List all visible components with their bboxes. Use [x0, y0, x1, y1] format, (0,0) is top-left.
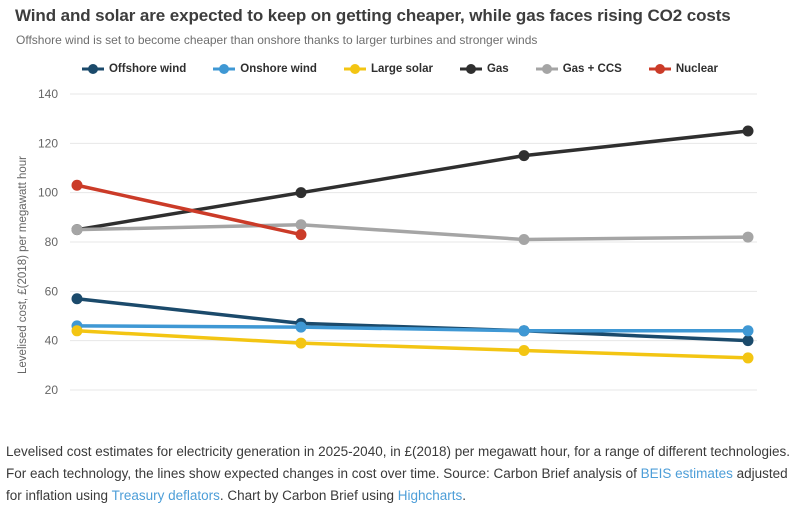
highcharts-link[interactable]: Highcharts: [397, 488, 463, 503]
legend-label: Nuclear: [675, 63, 719, 75]
y-axis-tick: 20: [45, 383, 59, 397]
data-point-offshore-wind[interactable]: [71, 293, 83, 305]
series-line-offshore-wind: [75, 296, 750, 343]
data-point-onshore-wind[interactable]: [518, 325, 530, 337]
legend-label: Large solar: [370, 63, 433, 75]
legend-marker-icon: [459, 64, 482, 74]
legend-label: Gas + CCS: [562, 63, 622, 75]
footer-text: Levelised cost estimates for electricity…: [6, 444, 790, 481]
legend-marker-icon: [213, 64, 236, 74]
data-point-large-solar[interactable]: [71, 325, 83, 337]
legend-item-offshore-wind[interactable]: Offshore wind: [81, 63, 187, 75]
data-point-gas-ccs[interactable]: [518, 234, 530, 246]
y-axis-tick-labels: 140 120 100 80 60 40 20: [38, 87, 58, 397]
data-point-gas[interactable]: [295, 187, 307, 199]
y-axis-tick: 60: [45, 284, 59, 298]
y-axis-tick: 120: [38, 136, 58, 150]
legend-item-gas[interactable]: Gas: [459, 63, 509, 75]
data-point-large-solar[interactable]: [518, 345, 530, 357]
legend-label: Onshore wind: [240, 63, 317, 75]
treasury-deflators-link[interactable]: Treasury deflators: [111, 488, 220, 503]
data-point-large-solar[interactable]: [742, 352, 754, 364]
y-axis-tick: 40: [45, 334, 59, 348]
legend-item-gas-ccs[interactable]: Gas + CCS: [535, 63, 622, 75]
legend-item-onshore-wind[interactable]: Onshore wind: [213, 63, 317, 75]
legend-marker-icon: [648, 64, 671, 74]
gridlines: [70, 93, 757, 391]
data-point-onshore-wind[interactable]: [295, 321, 307, 333]
series-line-gas: [75, 129, 750, 232]
series-lines: [71, 125, 754, 364]
legend-item-nuclear[interactable]: Nuclear: [648, 63, 719, 75]
legend-marker-icon: [535, 64, 558, 74]
legend-label: Offshore wind: [108, 63, 187, 75]
data-point-onshore-wind[interactable]: [742, 325, 754, 337]
beis-estimates-link[interactable]: BEIS estimates: [640, 466, 733, 481]
data-point-gas-ccs[interactable]: [742, 231, 754, 243]
series-line-onshore-wind: [75, 324, 750, 333]
data-point-gas[interactable]: [518, 150, 530, 162]
y-axis-title: Levelised cost, £(2018) per megawatt hou…: [17, 156, 29, 374]
footer-caption: Levelised cost estimates for electricity…: [6, 441, 794, 507]
chart-subtitle: Offshore wind is set to become cheaper t…: [16, 33, 538, 47]
data-point-nuclear[interactable]: [295, 229, 307, 241]
legend-marker-icon: [343, 64, 366, 74]
data-point-large-solar[interactable]: [295, 337, 307, 349]
series-line-large-solar: [75, 329, 750, 360]
y-axis-tick: 100: [38, 186, 58, 200]
data-point-gas-ccs[interactable]: [295, 219, 307, 231]
data-point-offshore-wind[interactable]: [742, 335, 754, 347]
data-point-gas-ccs[interactable]: [71, 224, 83, 236]
footer-text: adjusted for inflation using: [6, 466, 788, 503]
y-axis-tick: 80: [45, 235, 59, 249]
series-line-nuclear: [75, 183, 303, 237]
footer-text: . Chart by Carbon Brief using: [219, 488, 398, 503]
chart-legend: Offshore wind Onshore wind Large solar Gas G…: [0, 60, 800, 78]
y-axis-tick: 140: [38, 87, 58, 101]
legend-marker-icon: [81, 64, 104, 74]
legend-item-large-solar[interactable]: Large solar: [343, 63, 433, 75]
page-title: Wind and solar are expected to keep on g…: [15, 6, 731, 25]
footer-text: .: [462, 488, 467, 503]
chart-plot-area: 140 120 100 80 60 40 20 Levelised cost, £(2018…: [17, 87, 757, 397]
series-line-gas-ccs: [75, 222, 750, 242]
data-point-gas[interactable]: [742, 125, 754, 137]
legend-label: Gas: [486, 63, 509, 75]
data-point-nuclear[interactable]: [71, 179, 83, 191]
